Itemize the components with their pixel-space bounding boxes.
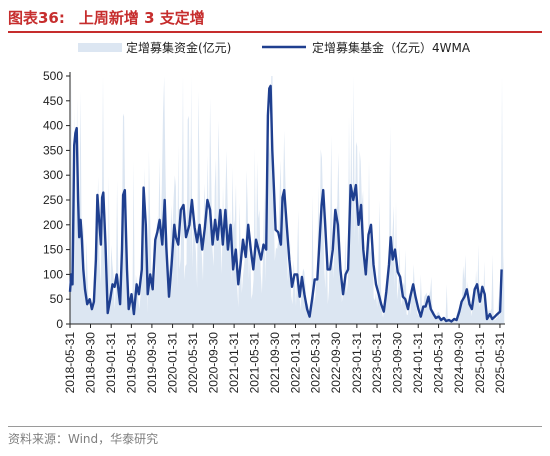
x-tick-label: 2020-01-31 [166, 332, 180, 394]
source-note: 资料来源：Wind，华泰研究 [8, 426, 542, 447]
x-tick-label: 2024-01-31 [411, 332, 425, 394]
legend-line-label: 定增募集基金（亿元）4WMA [312, 40, 471, 55]
x-tick-label: 2021-01-31 [227, 332, 241, 394]
x-tick-label: 2024-09-30 [452, 332, 466, 394]
y-tick-label: 500 [43, 69, 63, 83]
y-tick-label: 300 [43, 168, 63, 182]
series-line-4wma [68, 84, 503, 323]
x-tick-label: 2022-09-30 [329, 332, 343, 394]
chart-title: 上周新增 3 支定增 [78, 9, 205, 27]
y-tick-label: 450 [43, 94, 63, 108]
x-tick-label: 2018-05-31 [63, 332, 77, 394]
y-tick-label: 0 [56, 317, 63, 331]
x-tick-label: 2023-05-31 [370, 332, 384, 394]
x-tick-label: 2021-05-31 [247, 332, 261, 394]
x-tick-label: 2019-01-31 [104, 332, 118, 394]
y-tick-label: 250 [43, 193, 63, 207]
x-tick-label: 2020-05-31 [186, 332, 200, 394]
figure-header: 图表36: 上周新增 3 支定增 [8, 5, 542, 33]
x-tick-label: 2022-01-31 [288, 332, 302, 394]
x-tick-label: 2024-05-31 [432, 332, 446, 394]
legend-area-swatch [78, 43, 122, 52]
x-tick-label: 2019-05-31 [124, 332, 138, 394]
x-tick-label: 2023-09-30 [391, 332, 405, 394]
x-tick-label: 2021-09-30 [268, 332, 282, 394]
x-tick-label: 2025-05-31 [493, 332, 507, 394]
legend: 定增募集资金(亿元) 定增募集基金（亿元）4WMA [78, 40, 471, 55]
x-tick-label: 2020-09-30 [206, 332, 220, 394]
plot-area: 0 50 100 150 200 250 300 350 400 450 500 2018-05-31… [43, 69, 507, 393]
y-tick-label: 150 [43, 243, 63, 257]
chart-svg: 定增募集资金(亿元) 定增募集基金（亿元）4WMA 0 50 100 150 200 25… [43, 40, 507, 393]
y-tick-label: 400 [43, 119, 63, 133]
y-tick-label: 350 [43, 143, 63, 157]
figure-number: 图表36: [8, 9, 65, 27]
x-tick-label: 2023-01-31 [350, 332, 364, 394]
x-tick-label: 2019-09-30 [145, 332, 159, 394]
x-tick-label: 2022-05-31 [309, 332, 323, 394]
figure-title: 图表36: 上周新增 3 支定增 [8, 7, 205, 28]
y-tick-label: 200 [43, 218, 63, 232]
x-tick-label: 2018-09-30 [84, 332, 98, 394]
series-area-weekly-funds [70, 76, 505, 324]
x-tick-label: 2025-01-31 [473, 332, 487, 394]
y-tick-label: 50 [50, 292, 64, 306]
y-tick-label: 100 [43, 267, 63, 281]
legend-area-label: 定增募集资金(亿元) [126, 40, 231, 55]
